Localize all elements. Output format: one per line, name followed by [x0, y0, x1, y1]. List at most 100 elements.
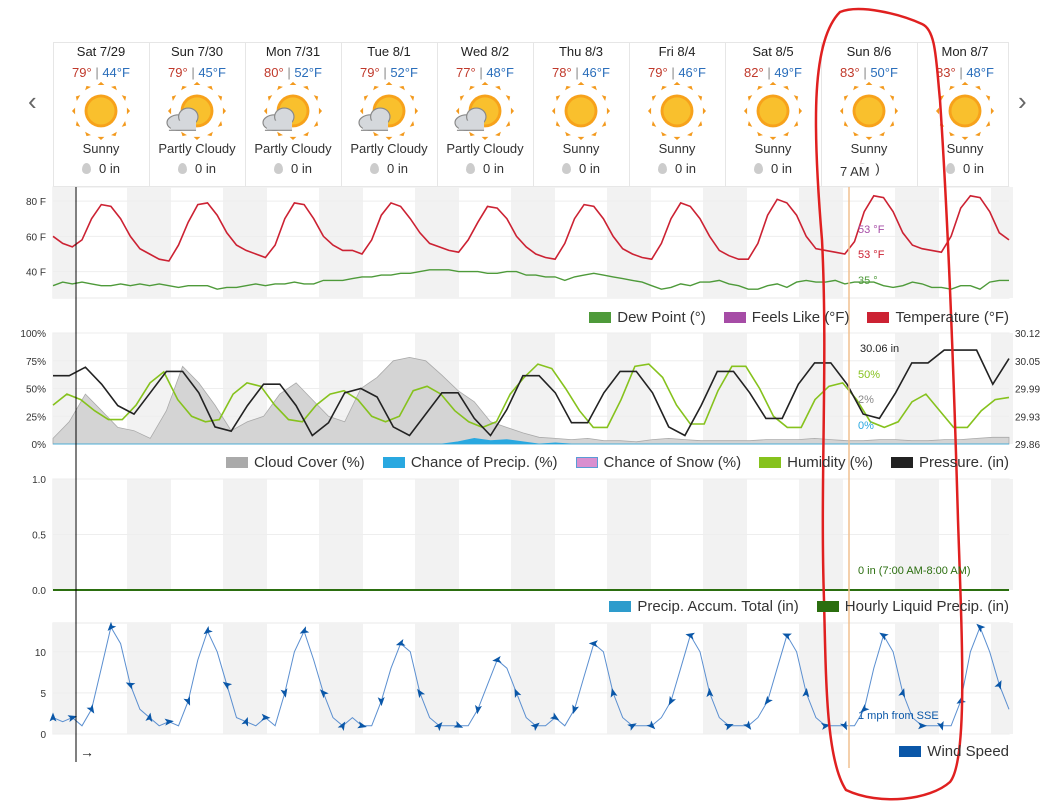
high-temp: 79° — [648, 65, 668, 80]
wind-direction-arrow-icon — [145, 712, 153, 723]
sunny-icon — [839, 81, 899, 140]
day-date: Mon 8/7 — [941, 44, 989, 59]
wind-direction-arrow-icon — [646, 720, 656, 730]
night-band — [341, 623, 363, 734]
night-band — [703, 623, 725, 734]
prev-arrow-button[interactable]: ‹ — [28, 86, 37, 116]
high-temp: 82° — [744, 65, 764, 80]
legend-feels-like[interactable]: Feels Like (°F) — [723, 309, 849, 326]
y-tick-label: 0% — [32, 440, 47, 451]
temp-separator: | — [187, 65, 199, 80]
night-band — [127, 623, 149, 734]
chance-precip-swatch — [382, 457, 405, 468]
night-band — [511, 623, 533, 734]
night-band — [917, 187, 939, 298]
night-band — [149, 623, 171, 734]
day-column[interactable]: Mon 8/7 83° | 48°F Sunny 0 in — [917, 42, 1013, 187]
legend-pressure[interactable]: Pressure. (in) — [890, 454, 1009, 471]
legend-wind-speed[interactable]: Wind Speed — [899, 743, 1009, 760]
sunny-icon — [647, 81, 707, 140]
y-tick-label: 0.5 — [32, 531, 46, 542]
cloud-cover-swatch — [225, 457, 248, 468]
humidity-readout: 50% — [858, 369, 881, 381]
day-temps: 79° | 45°F — [149, 65, 245, 80]
partly-cloudy-icon — [166, 81, 227, 140]
legend-hourly-precip[interactable]: Hourly Liquid Precip. (in) — [816, 598, 1009, 615]
day-column[interactable]: Wed 8/2 77° | 48°F Partly Cloudy 0 in — [437, 42, 533, 187]
wind-direction-arrow-icon — [936, 720, 944, 731]
wind-direction-arrow-icon — [67, 715, 78, 723]
sunny-icon — [743, 81, 803, 140]
legend-temperature[interactable]: Temperature (°F) — [867, 309, 1009, 326]
hourly-precip-swatch — [816, 601, 839, 612]
low-temp: 50°F — [870, 65, 898, 80]
legend-label: Chance of Snow (%) — [603, 454, 742, 471]
next-arrow-button[interactable]: › — [1018, 86, 1027, 116]
precip-amount: 0 in — [291, 161, 312, 176]
night-band — [821, 187, 843, 298]
legend-precip-accum[interactable]: Precip. Accum. Total (in) — [609, 598, 799, 615]
day-column[interactable]: Sun 7/30 79° | 45°F Partly Cloudy 0 in — [149, 42, 245, 187]
temp-separator: | — [91, 65, 103, 80]
wind-direction-arrow-icon — [125, 682, 136, 690]
precip-amount: 0 in — [771, 161, 792, 176]
wind-direction-arrow-icon — [898, 688, 906, 698]
raindrop-icon — [754, 163, 764, 174]
low-temp: 52°F — [390, 65, 418, 80]
day-divider — [437, 42, 438, 187]
night-band — [533, 187, 555, 298]
low-temp: 44°F — [102, 65, 130, 80]
night-band — [629, 187, 651, 298]
legend-chance-precip[interactable]: Chance of Precip. (%) — [382, 454, 558, 471]
temp-separator: | — [571, 65, 583, 80]
y-tick-label: 50% — [26, 385, 46, 396]
night-band — [991, 623, 1013, 734]
day-condition: Sunny — [850, 141, 888, 156]
day-column[interactable]: Fri 8/4 79° | 46°F Sunny 0 in — [629, 42, 725, 187]
wind-direction-arrow-icon — [976, 623, 986, 633]
night-band — [415, 623, 437, 734]
legend-cloud-cover[interactable]: Cloud Cover (%) — [225, 454, 365, 471]
pressure-readout: 30.06 in — [860, 343, 900, 355]
temp-separator: | — [379, 65, 391, 80]
temp-readout: 53 °F — [858, 224, 885, 236]
day-column[interactable]: Sat 7/29 79° | 44°F Sunny 0 in — [53, 42, 149, 187]
day-column[interactable]: Thu 8/3 78° | 46°F Sunny 0 in — [533, 42, 629, 187]
day-temps: 77° | 48°F — [437, 65, 533, 80]
day-precip: 0 in — [245, 161, 341, 176]
legend-chance-snow[interactable]: Chance of Snow (%) — [575, 454, 742, 471]
atmos-legend: Cloud Cover (%) Chance of Precip. (%) Ch… — [225, 454, 1009, 471]
temp-separator: | — [283, 65, 295, 80]
day-column[interactable]: Mon 7/31 80° | 52°F Partly Cloudy 0 in — [245, 42, 341, 187]
legend-dew-point[interactable]: Dew Point (°) — [589, 309, 706, 326]
wind-direction-arrow-icon — [49, 712, 57, 722]
low-temp: 45°F — [198, 65, 226, 80]
high-temp: 83° — [936, 65, 956, 80]
wind-direction-arrow-icon — [860, 704, 870, 713]
y-tick-label: 29.93 — [1015, 412, 1040, 423]
night-band — [895, 623, 917, 734]
day-date: Sun 7/30 — [170, 44, 224, 59]
wind-direction-arrow-icon — [514, 688, 522, 698]
wind-direction-arrow-icon — [627, 723, 637, 731]
wind-direction-arrow-icon — [395, 638, 406, 646]
day-date: Thu 8/3 — [558, 44, 604, 59]
legend-humidity[interactable]: Humidity (%) — [759, 454, 873, 471]
high-temp: 77° — [456, 65, 476, 80]
low-temp: 48°F — [486, 65, 514, 80]
wind-speed-swatch — [899, 746, 922, 757]
low-temp: 48°F — [966, 65, 994, 80]
raindrop-icon — [82, 163, 92, 174]
sunny-icon — [935, 81, 995, 140]
wind-direction-arrow-icon — [839, 720, 848, 731]
precip-readout: 0 in (7:00 AM-8:00 AM) — [858, 565, 971, 577]
day-temps: 82° | 49°F — [725, 65, 821, 80]
wind-direction-arrow-icon — [764, 695, 773, 706]
dewpoint-readout: 35 ° — [858, 275, 878, 287]
wind-direction-arrow-icon — [164, 718, 174, 726]
day-column[interactable]: Sat 8/5 82° | 49°F Sunny 0 in — [725, 42, 821, 187]
temp-separator: | — [763, 65, 775, 80]
night-band — [725, 187, 747, 298]
day-column[interactable]: Tue 8/1 79° | 52°F Partly Cloudy 0 in — [341, 42, 437, 187]
day-temps: 78° | 46°F — [533, 65, 629, 80]
